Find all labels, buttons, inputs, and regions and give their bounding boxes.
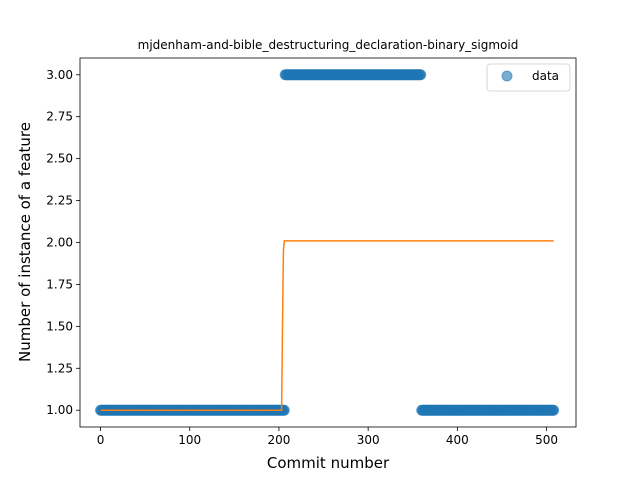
y-tick-label: 1.50 xyxy=(46,319,73,333)
y-tick-label: 2.50 xyxy=(46,152,73,166)
x-tick-label: 200 xyxy=(267,433,290,447)
x-tick-label: 100 xyxy=(178,433,201,447)
chart-title: mjdenham-and-bible_destructuring_declara… xyxy=(138,38,519,52)
x-tick-label: 400 xyxy=(446,433,469,447)
fit-line xyxy=(100,240,554,411)
data-point xyxy=(548,404,560,416)
y-tick-label: 1.75 xyxy=(46,277,73,291)
legend-marker-data xyxy=(501,70,513,82)
x-tick-label: 300 xyxy=(357,433,380,447)
y-tick-label: 1.25 xyxy=(46,361,73,375)
legend-label-data: data xyxy=(532,69,559,83)
y-axis: 1.00 1.25 1.50 1.75 2.00 2.25 2.50 2.75 3.00 xyxy=(46,68,80,417)
x-tick-label: 0 xyxy=(97,433,105,447)
y-tick-label: 1.00 xyxy=(46,403,73,417)
y-tick-label: 2.75 xyxy=(46,110,73,124)
y-tick-label: 3.00 xyxy=(46,68,73,82)
x-axis-label: Commit number xyxy=(267,454,390,472)
data-point xyxy=(415,69,427,81)
plot-content xyxy=(95,69,560,416)
x-axis: 0 100 200 300 400 500 xyxy=(97,427,558,447)
y-tick-label: 2.25 xyxy=(46,194,73,208)
x-tick-label: 500 xyxy=(535,433,558,447)
y-axis-label: Number of instance of a feature xyxy=(16,122,34,362)
legend: data xyxy=(486,63,571,92)
y-tick-label: 2.00 xyxy=(46,236,73,250)
